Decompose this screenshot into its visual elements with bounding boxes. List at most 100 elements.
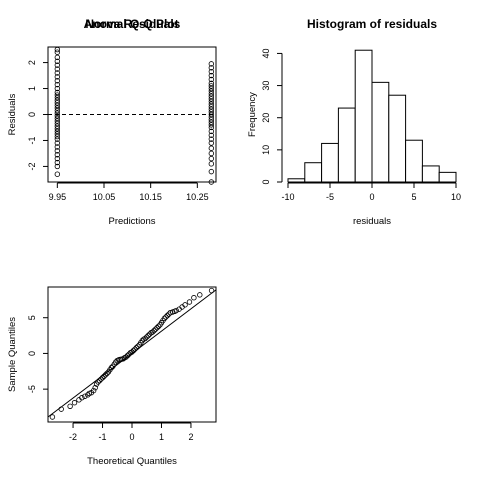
- residual-point: [54, 66, 61, 72]
- y-tick-label: 5: [27, 315, 37, 320]
- qq-point: [144, 334, 150, 340]
- residual-point: [54, 144, 61, 150]
- residual-point: [54, 107, 61, 114]
- residual-point: [54, 133, 61, 140]
- qq-point: [92, 385, 98, 391]
- qq-point: [71, 400, 78, 406]
- qq-point: [145, 332, 151, 339]
- x-tick-label: 0: [369, 192, 374, 202]
- residual-point: [54, 85, 61, 92]
- histogram-bar: [321, 142, 339, 183]
- residual-point: [208, 150, 215, 157]
- x-axis-label: Predictions: [109, 216, 156, 227]
- residual-point: [208, 116, 215, 123]
- histogram-bar: [438, 171, 457, 183]
- qq-point: [108, 365, 115, 371]
- residual-point: [54, 54, 61, 61]
- x-tick-label: 5: [411, 192, 416, 202]
- qq-point: [49, 414, 56, 420]
- residual-point: [208, 98, 215, 105]
- qq-point: [132, 346, 138, 352]
- qq-point: [155, 323, 162, 329]
- x-tick-label: 2: [188, 432, 193, 442]
- residual-point: [54, 102, 61, 109]
- residual-point: [54, 58, 61, 64]
- residual-point: [208, 109, 215, 115]
- residual-point: [208, 122, 215, 128]
- residual-point: [208, 61, 215, 67]
- qq-point: [95, 379, 101, 385]
- residual-point: [54, 148, 61, 154]
- residual-point: [54, 89, 61, 96]
- residual-point: [208, 168, 215, 175]
- residual-point: [208, 76, 215, 83]
- residual-point: [208, 80, 215, 87]
- residual-point: [54, 155, 61, 162]
- residual-point: [208, 124, 215, 131]
- residual-point: [54, 49, 61, 55]
- residual-point: [208, 106, 215, 113]
- qq-point: [164, 312, 171, 319]
- qq-point: [186, 299, 193, 305]
- qq-point: [96, 377, 103, 384]
- y-tick-label: 0: [27, 351, 37, 356]
- qq-point: [102, 372, 109, 378]
- qq-point: [197, 292, 203, 298]
- chart-title: Normal Q-Q Plot: [85, 17, 178, 31]
- residual-point: [208, 132, 215, 138]
- residual-point: [208, 155, 215, 162]
- y-tick-label: -1: [27, 136, 37, 144]
- y-tick-label: 10: [261, 145, 271, 155]
- residual-point: [54, 100, 61, 106]
- histogram-bar: [371, 81, 390, 183]
- qq-point: [79, 395, 85, 401]
- qq-point: [154, 325, 160, 331]
- qq-point: [130, 347, 137, 354]
- y-tick-label: 1: [27, 86, 37, 91]
- residual-point: [54, 46, 61, 53]
- residual-point: [54, 62, 61, 68]
- qq-reference-line: [47, 289, 217, 418]
- residual-point: [208, 161, 215, 167]
- y-axis-label: Frequency: [247, 92, 258, 137]
- anova-residuals-chart: Anova Residuals Predictions Residuals 9.95 1…: [7, 17, 217, 227]
- qq-point: [152, 326, 159, 332]
- residual-point: [208, 114, 215, 120]
- residual-point: [54, 118, 61, 124]
- chart-title: Anova Residuals: [84, 17, 181, 31]
- y-tick-label: -2: [27, 162, 37, 170]
- histogram-bar: [405, 139, 423, 183]
- residual-point: [208, 104, 215, 110]
- residual-point: [54, 74, 61, 80]
- normal-qq-chart: Normal Q-Q Plot Theoretical Quantiles Samp…: [7, 17, 217, 467]
- qq-point: [208, 287, 215, 294]
- qq-point: [173, 307, 179, 314]
- residual-point: [208, 65, 215, 71]
- residual-point: [54, 120, 61, 127]
- residual-point: [208, 179, 215, 185]
- y-axis-label: Residuals: [7, 93, 18, 135]
- qq-point: [90, 387, 97, 394]
- qq-point: [124, 352, 131, 359]
- residual-point: [54, 97, 61, 103]
- qq-point: [129, 349, 135, 355]
- residual-point: [208, 119, 215, 125]
- residual-point: [54, 110, 61, 116]
- y-tick-label: 40: [261, 48, 271, 58]
- qq-point: [82, 393, 88, 399]
- residual-point: [54, 140, 61, 146]
- residual-point: [208, 140, 215, 146]
- residual-point: [54, 128, 61, 135]
- residual-point: [54, 171, 61, 177]
- y-tick-label: 20: [261, 113, 271, 123]
- qq-point: [149, 329, 156, 335]
- qq-point: [151, 327, 157, 334]
- qq-point: [104, 370, 110, 377]
- residual-point: [208, 72, 215, 79]
- x-tick-label: 10: [451, 192, 461, 202]
- residual-point: [54, 92, 61, 98]
- residual-point: [54, 94, 61, 101]
- residual-point: [54, 159, 61, 166]
- residual-point: [208, 93, 215, 100]
- residual-point: [54, 163, 61, 170]
